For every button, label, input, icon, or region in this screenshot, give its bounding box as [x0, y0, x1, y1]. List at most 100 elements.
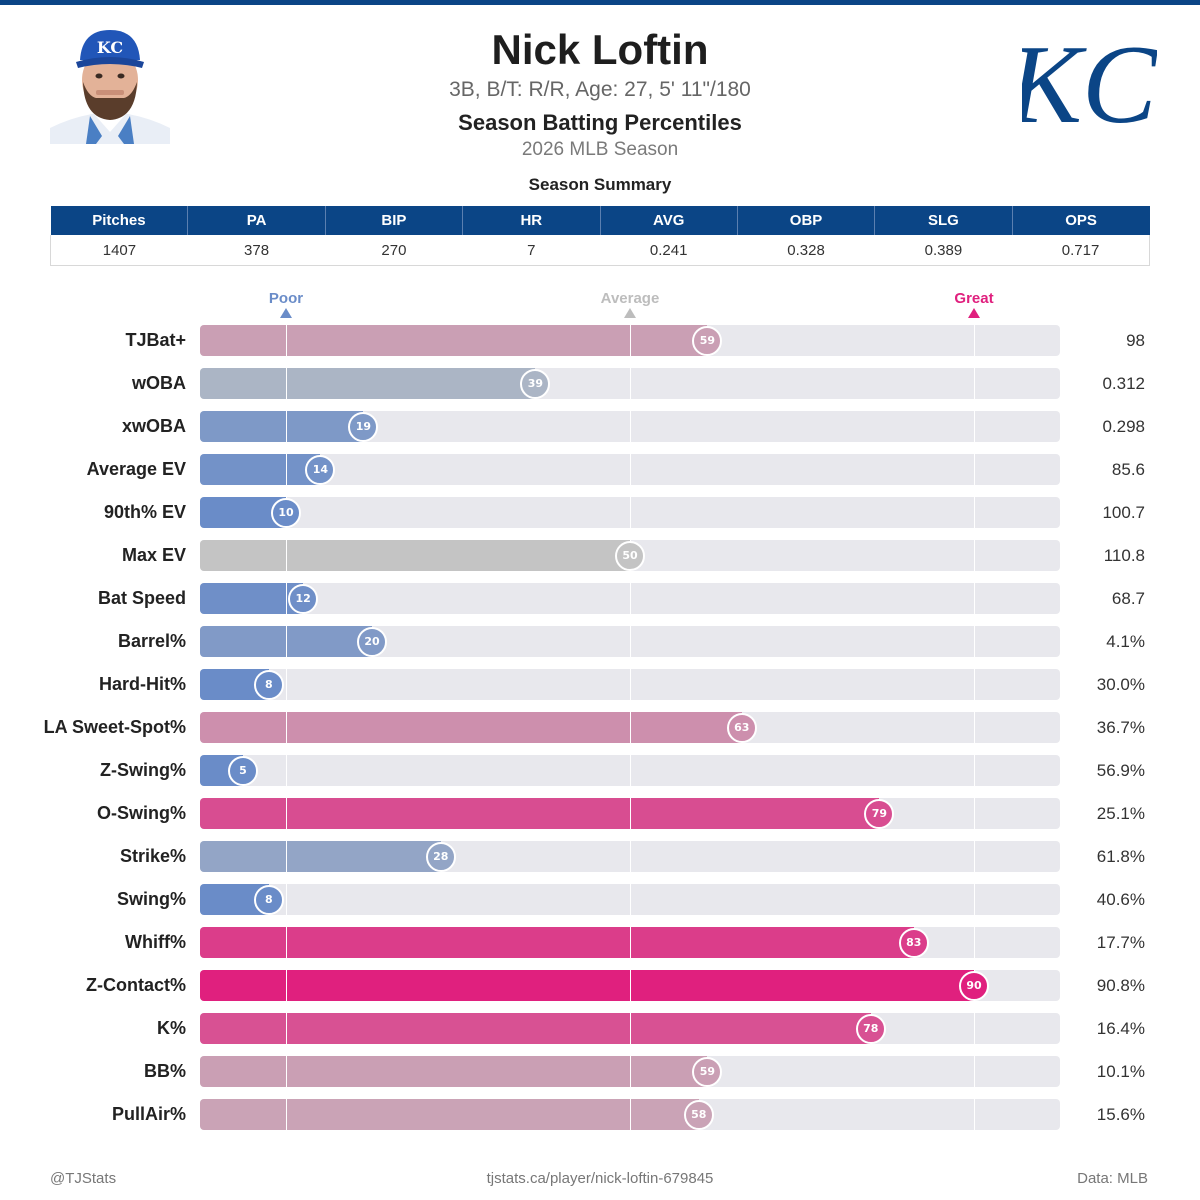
percentile-badge: 19	[348, 412, 379, 442]
percentile-bar	[200, 583, 304, 614]
reference-line	[286, 755, 287, 786]
percentile-bar	[200, 540, 630, 571]
metric-label: Max EV	[121, 545, 186, 565]
stat-value: 16.4%	[1096, 1019, 1145, 1038]
metric-label: Barrel%	[117, 631, 186, 651]
stat-value: 68.7	[1111, 589, 1145, 608]
summary-value-avg: 0.241	[600, 235, 738, 266]
summary-value-ops: 0.717	[1012, 235, 1151, 266]
percentile-badge: 79	[864, 799, 895, 829]
reference-line	[630, 454, 631, 485]
reference-line	[974, 669, 975, 700]
reference-line	[286, 884, 287, 915]
percentile-badge: 58	[683, 1100, 714, 1130]
reference-line	[974, 841, 975, 872]
footer-url: tjstats.ca/player/nick-loftin-679845	[486, 1170, 714, 1187]
reference-line	[974, 540, 975, 571]
reference-line	[974, 411, 975, 442]
reference-line	[630, 626, 631, 657]
summary-header-avg: AVG	[600, 206, 738, 235]
reference-line	[286, 368, 287, 399]
summary-header-ops: OPS	[1012, 206, 1150, 235]
percentile-row: Whiff% 83 17.7%	[0, 927, 1200, 958]
metric-label: PullAir%	[111, 1104, 186, 1124]
metric-label: TJBat+	[125, 330, 186, 350]
metric-label: Bat Speed	[97, 588, 186, 608]
player-bio: 3B, B/T: R/R, Age: 27, 5' 11"/180	[449, 78, 751, 101]
summary-header-row: Pitches PA BIP HR AVG OBP SLG OPS	[50, 206, 1150, 235]
percentile-row: Swing% 8 40.6%	[0, 884, 1200, 915]
reference-line	[286, 626, 287, 657]
reference-line	[286, 411, 287, 442]
bar-track: 58	[200, 1099, 1060, 1130]
stat-value: 61.8%	[1096, 847, 1145, 866]
summary-header-hr: HR	[462, 206, 601, 235]
reference-line	[630, 970, 631, 1001]
reference-line	[974, 884, 975, 915]
bar-track: 63	[200, 712, 1060, 743]
summary-value-obp: 0.328	[737, 235, 875, 266]
top-accent-bar	[0, 0, 1200, 5]
metric-label: LA Sweet-Spot%	[43, 717, 186, 737]
percentile-badge: 5	[228, 756, 258, 786]
bar-track: 28	[200, 841, 1060, 872]
summary-header-bip: BIP	[325, 206, 464, 235]
summary-value-row: 1407 378 270 7 0.241 0.328 0.389 0.717	[49, 235, 1151, 266]
bar-track: 78	[200, 1013, 1060, 1044]
reference-line	[630, 1056, 631, 1087]
bar-track: 8	[200, 669, 1060, 700]
reference-line	[286, 325, 287, 356]
reference-line	[286, 454, 287, 485]
percentile-badge: 59	[692, 1057, 723, 1087]
scale-label-great: Great	[954, 290, 994, 307]
percentile-badge: 8	[253, 885, 284, 915]
percentile-bar	[200, 712, 742, 743]
percentile-bar	[200, 1099, 699, 1130]
stat-value: 85.6	[1111, 460, 1145, 479]
player-name: Nick Loftin	[491, 26, 709, 73]
stat-value: 15.6%	[1096, 1105, 1145, 1124]
percentile-badge: 28	[425, 842, 456, 872]
footer-handle: @TJStats	[50, 1170, 117, 1187]
percentile-row: TJBat+ 59 98	[0, 325, 1200, 356]
percentile-bar	[200, 325, 708, 356]
bar-track: 12	[200, 583, 1060, 614]
reference-line	[630, 1013, 631, 1044]
team-logo: KC	[1005, 22, 1158, 147]
reference-line	[974, 368, 975, 399]
percentile-row: Barrel% 20 4.1%	[0, 626, 1200, 657]
metric-label: K%	[156, 1018, 186, 1038]
triangle-up-icon	[968, 308, 980, 318]
percentile-bar	[200, 927, 914, 958]
scale-label-average: Average	[600, 290, 660, 307]
season-label: 2026 MLB Season	[521, 139, 679, 160]
percentile-badge: 59	[692, 326, 723, 356]
stat-value: 100.7	[1102, 503, 1145, 522]
reference-line	[974, 454, 975, 485]
stat-value: 90.8%	[1096, 976, 1145, 995]
reference-line	[974, 798, 975, 829]
percentile-badge: 78	[855, 1014, 886, 1044]
reference-line	[974, 626, 975, 657]
percentile-badge: 50	[615, 541, 645, 571]
reference-line	[974, 325, 975, 356]
summary-header-pitches: Pitches	[50, 206, 189, 235]
metric-label: xwOBA	[121, 416, 186, 436]
percentile-row: Hard-Hit% 8 30.0%	[0, 669, 1200, 700]
bar-track: 20	[200, 626, 1060, 657]
metric-label: Average EV	[86, 459, 186, 479]
stat-value: 17.7%	[1096, 933, 1145, 952]
stat-value: 98	[1126, 331, 1145, 350]
bar-track: 59	[200, 1056, 1060, 1087]
percentile-row: Z-Contact% 90 90.8%	[0, 970, 1200, 1001]
percentile-row: Bat Speed 12 68.7	[0, 583, 1200, 614]
percentile-row: Max EV 50 110.8	[0, 540, 1200, 571]
percentile-badge: 83	[898, 928, 929, 958]
percentile-badge: 12	[288, 584, 319, 614]
summary-value-hr: 7	[462, 235, 600, 266]
percentile-row: O-Swing% 79 25.1%	[0, 798, 1200, 829]
percentile-row: BB% 59 10.1%	[0, 1056, 1200, 1087]
stat-value: 0.298	[1102, 417, 1145, 436]
reference-line	[630, 1099, 631, 1130]
percentile-badge: 14	[305, 455, 336, 485]
